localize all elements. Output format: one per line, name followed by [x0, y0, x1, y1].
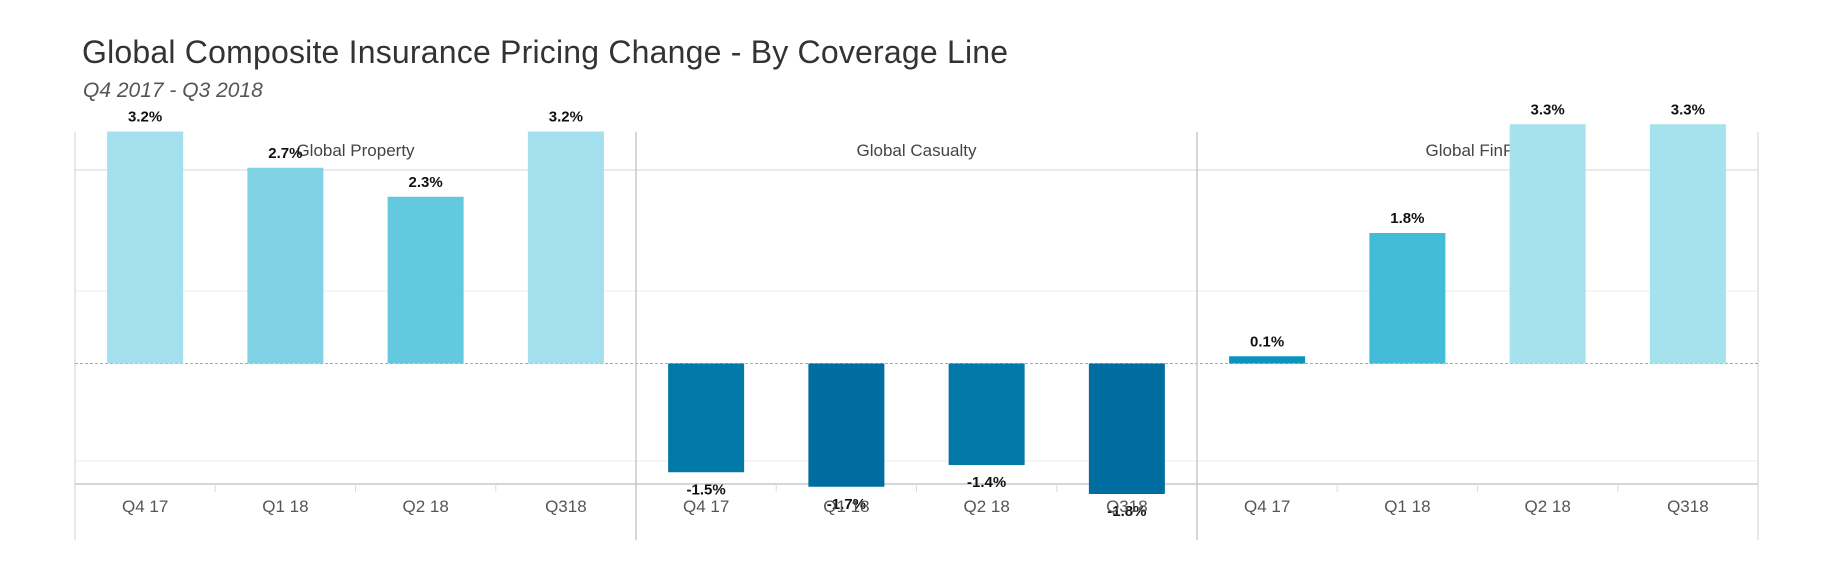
bar: [1229, 356, 1306, 364]
x-tick-label: Q2 18: [1524, 497, 1570, 516]
data-label: 3.2%: [549, 109, 583, 126]
data-label: 3.2%: [128, 109, 162, 126]
bar: [107, 131, 184, 364]
x-tick-label: Q4 17: [122, 497, 168, 516]
data-label: 2.7%: [268, 145, 302, 162]
data-label: -1.5%: [687, 481, 726, 498]
bar: [387, 196, 464, 364]
bar: [1649, 124, 1726, 364]
x-tick-label: Q318: [1667, 497, 1709, 516]
data-label: -1.8%: [1107, 503, 1146, 520]
data-label: 0.1%: [1250, 333, 1284, 350]
data-label: 3.3%: [1531, 101, 1565, 118]
panel-header: Global Casualty: [856, 141, 977, 160]
x-tick-label: Q318: [1106, 497, 1148, 516]
x-tick-label: Q4 17: [1244, 497, 1290, 516]
bar: [948, 363, 1025, 465]
bar: [808, 363, 885, 487]
bar: [668, 363, 745, 473]
x-tick-label: Q318: [545, 497, 587, 516]
chart-title: Global Composite Insurance Pricing Chang…: [82, 34, 1009, 70]
x-tick-label: Q1 18: [262, 497, 308, 516]
data-label: -1.4%: [967, 474, 1006, 491]
data-label: 1.8%: [1390, 210, 1424, 227]
data-label: 2.3%: [409, 174, 443, 191]
bar: [1509, 124, 1586, 364]
data-label: 3.3%: [1671, 101, 1705, 118]
x-tick-label: Q4 17: [683, 497, 729, 516]
bar: [1369, 233, 1446, 364]
x-tick-label: Q2 18: [402, 497, 448, 516]
bar: [527, 131, 604, 364]
chart-subtitle: Q4 2017 - Q3 2018: [83, 79, 263, 102]
bar: [247, 167, 324, 364]
x-tick-label: Q2 18: [963, 497, 1009, 516]
x-tick-label: Q1 18: [823, 497, 869, 516]
data-label: -1.7%: [827, 496, 866, 513]
panel-header: Global Property: [296, 141, 415, 160]
bar: [1088, 363, 1165, 494]
x-tick-label: Q1 18: [1384, 497, 1430, 516]
panel-header: Global FinPro: [1426, 141, 1530, 160]
